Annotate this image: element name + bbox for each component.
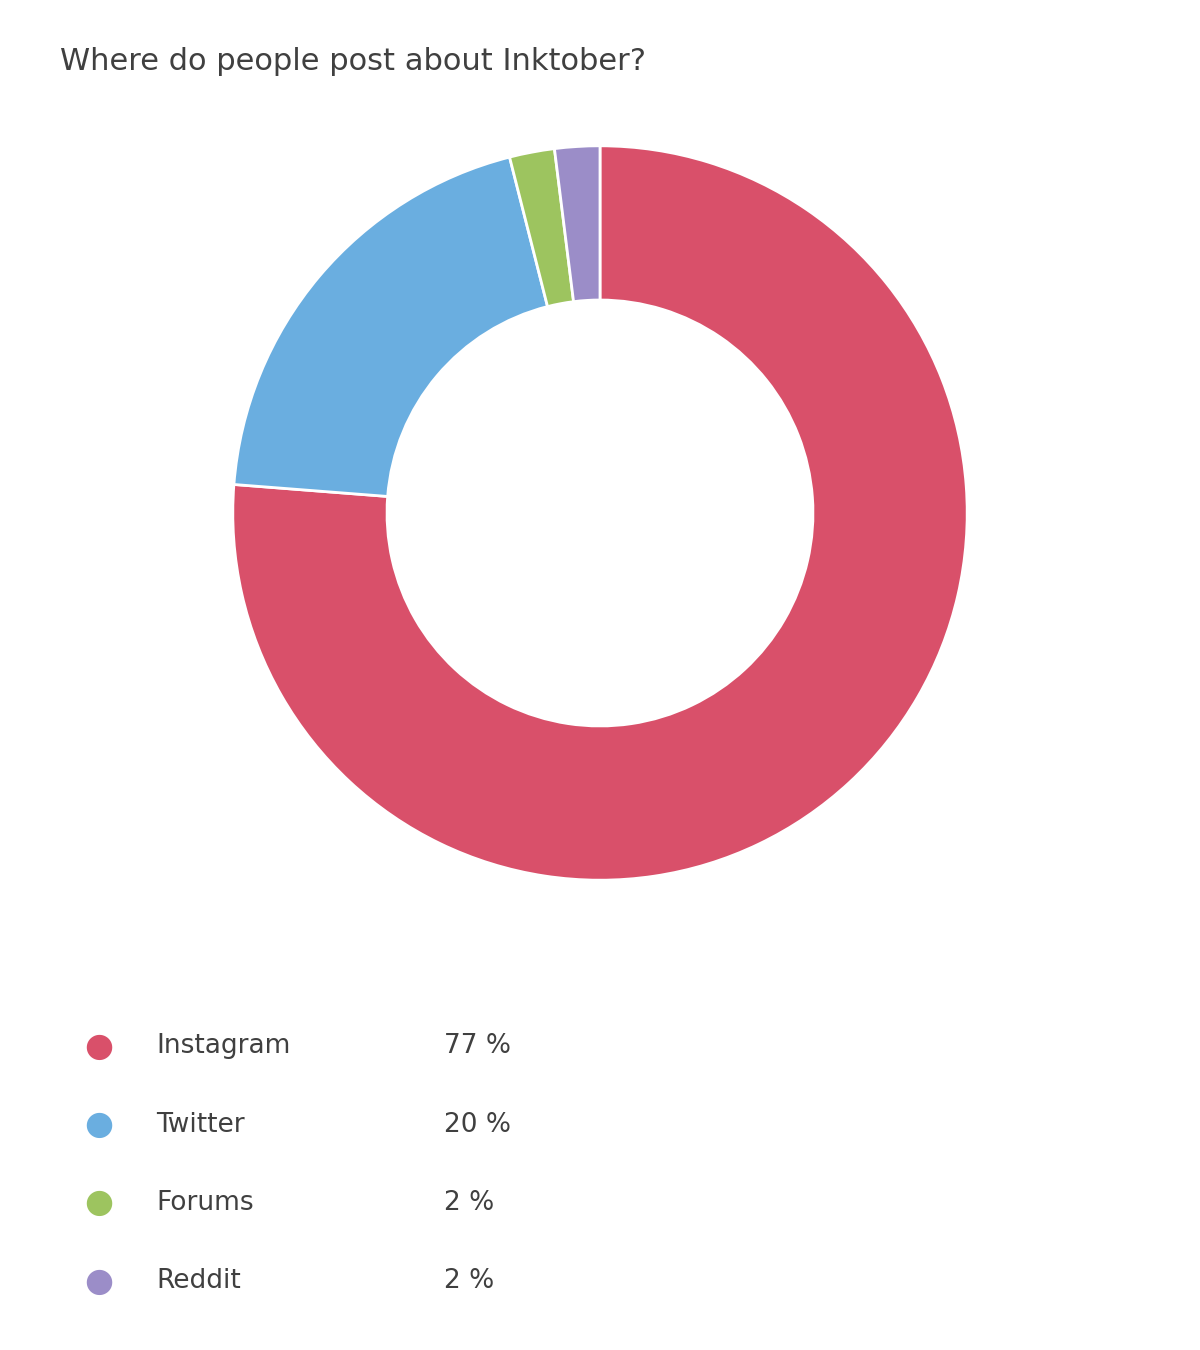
Wedge shape xyxy=(554,146,600,301)
Text: Instagram: Instagram xyxy=(156,1033,290,1060)
Text: 77 %: 77 % xyxy=(444,1033,511,1060)
Text: 20 %: 20 % xyxy=(444,1111,511,1138)
Text: 2 %: 2 % xyxy=(444,1189,494,1216)
Text: ●: ● xyxy=(84,1030,113,1062)
Wedge shape xyxy=(510,148,574,306)
Text: 2 %: 2 % xyxy=(444,1268,494,1295)
Wedge shape xyxy=(233,146,967,880)
Text: ●: ● xyxy=(84,1108,113,1141)
Text: Reddit: Reddit xyxy=(156,1268,241,1295)
Text: Forums: Forums xyxy=(156,1189,253,1216)
Text: ●: ● xyxy=(84,1265,113,1297)
Text: Where do people post about Inktober?: Where do people post about Inktober? xyxy=(60,47,646,76)
Text: Twitter: Twitter xyxy=(156,1111,245,1138)
Wedge shape xyxy=(234,157,547,497)
Text: ●: ● xyxy=(84,1187,113,1219)
